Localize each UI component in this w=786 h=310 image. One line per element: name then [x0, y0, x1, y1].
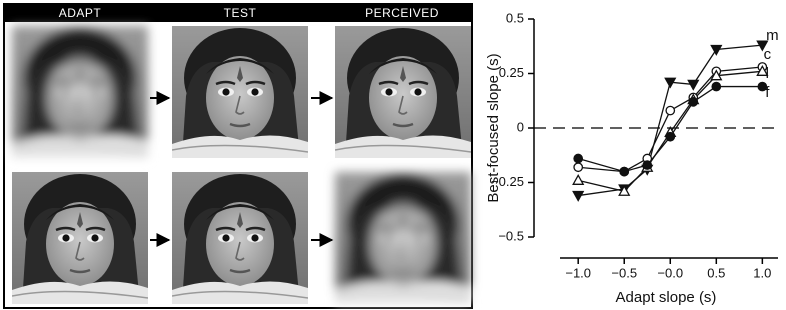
- y-tick-label: 0: [517, 119, 524, 134]
- marker: [573, 175, 583, 184]
- marker: [712, 82, 720, 90]
- y-tick-label: 0.25: [499, 65, 524, 80]
- column-header: ADAPT: [59, 6, 102, 20]
- column-header: TEST: [224, 6, 257, 20]
- photo-adapt-blurred: [12, 26, 148, 158]
- photo-perceived-sharp: [335, 26, 471, 158]
- marker: [711, 46, 721, 55]
- x-tick-label: −0.5: [611, 265, 637, 280]
- photo-test: [172, 172, 308, 304]
- figure: ADAPT TEST PERCEIVED 0.50.250−0.25−0.5−1…: [0, 0, 786, 310]
- marker: [643, 161, 651, 169]
- marker: [689, 98, 697, 106]
- y-axis-label: Best-focused slope (s): [485, 53, 502, 202]
- photo-test: [172, 26, 308, 158]
- photo-perceived-blurred: [335, 172, 471, 304]
- series-label: m: [766, 27, 779, 44]
- series-label: f: [765, 84, 770, 101]
- marker: [573, 192, 583, 201]
- marker: [666, 133, 674, 141]
- series-line: [578, 45, 762, 195]
- x-tick-label: −0.0: [657, 265, 683, 280]
- photo-adapt-sharp: [12, 172, 148, 304]
- series-label: c: [764, 46, 772, 63]
- series-label: l: [766, 65, 769, 82]
- x-tick-label: 0.5: [707, 265, 725, 280]
- marker: [574, 163, 582, 171]
- marker: [620, 167, 628, 175]
- marker: [574, 154, 582, 162]
- y-tick-label: −0.5: [498, 228, 524, 243]
- x-tick-label: 1.0: [753, 265, 771, 280]
- column-header: PERCEIVED: [365, 6, 439, 20]
- marker: [688, 80, 698, 89]
- y-tick-label: 0.5: [506, 10, 524, 25]
- marker: [666, 106, 674, 114]
- x-tick-label: −1.0: [565, 265, 591, 280]
- x-axis-label: Adapt slope (s): [616, 289, 717, 306]
